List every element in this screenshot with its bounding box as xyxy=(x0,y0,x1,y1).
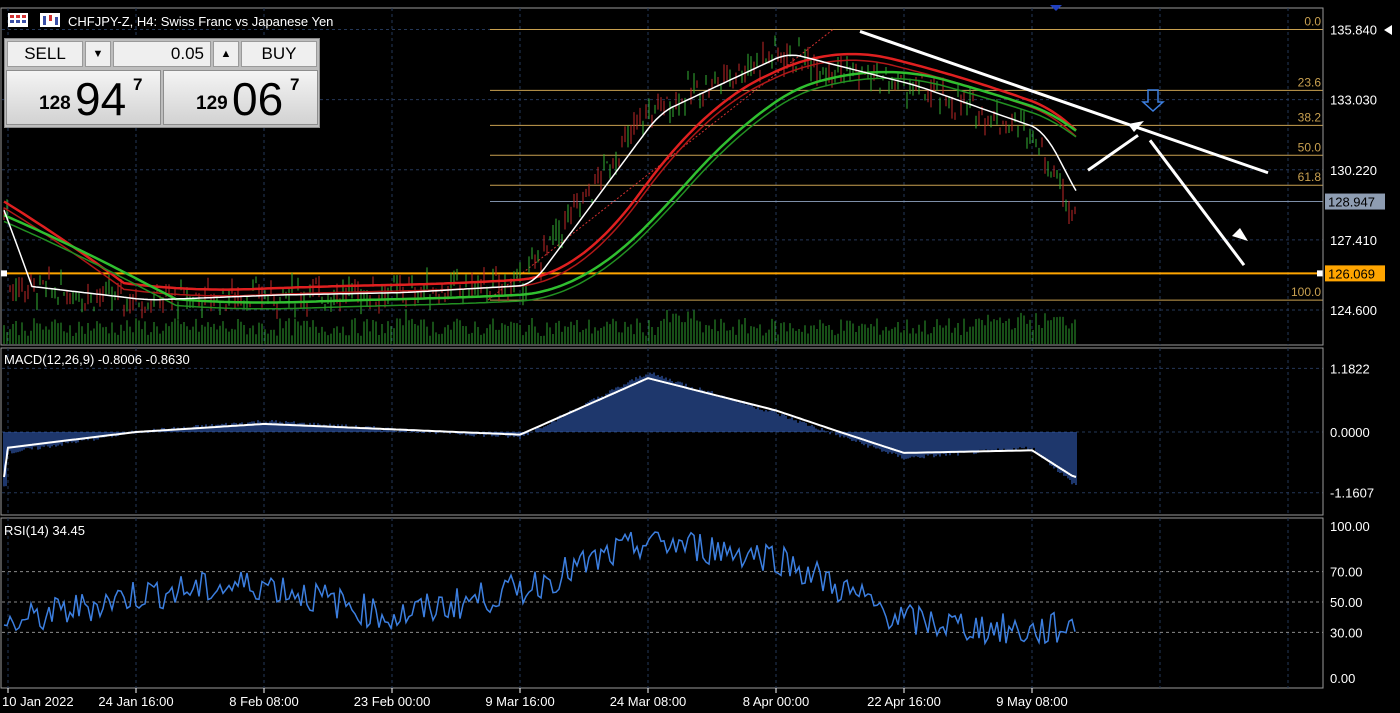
time-axis-label: 8 Feb 08:00 xyxy=(229,694,298,709)
lot-decrease-button[interactable]: ▼ xyxy=(85,41,111,67)
time-axis-label: 10 Jan 2022 xyxy=(2,694,74,709)
chart-icon[interactable] xyxy=(40,13,60,27)
fib-level-label: 38.2 xyxy=(1298,110,1322,124)
projection-up-arrow xyxy=(1087,134,1139,172)
rsi-axis-tick: 70.00 xyxy=(1330,565,1363,580)
projection-down-arrowhead xyxy=(1232,228,1248,241)
price-axis-tick: 135.840 xyxy=(1330,22,1377,37)
price-axis-tick: 124.600 xyxy=(1330,303,1377,318)
sell-price-main: 94 xyxy=(75,73,127,125)
fib-level-label: 100.0 xyxy=(1291,285,1321,299)
top-marker xyxy=(1050,5,1062,11)
lot-increase-button[interactable]: ▲ xyxy=(213,41,239,67)
time-axis-label: 23 Feb 00:00 xyxy=(354,694,431,709)
time-axis-label: 9 May 08:00 xyxy=(996,694,1068,709)
support-handle xyxy=(1317,270,1323,277)
rsi-title: RSI(14) 34.45 xyxy=(4,523,85,538)
volume-bars xyxy=(3,309,1076,344)
rsi-line xyxy=(3,531,1076,646)
price-axis-tick: 127.410 xyxy=(1330,233,1377,248)
rsi-axis-tick: 100.00 xyxy=(1330,519,1370,534)
buy-price-box[interactable]: 129 06 7 xyxy=(163,70,318,125)
grid-icon[interactable] xyxy=(8,13,28,27)
macd-axis-tick: -1.1607 xyxy=(1330,486,1374,501)
macd-axis-tick: 0.0000 xyxy=(1330,425,1370,440)
projection-down-arrow xyxy=(1148,139,1246,267)
fib-level-label: 50.0 xyxy=(1298,140,1322,154)
buy-price-main: 06 xyxy=(232,73,284,125)
current-price-tag xyxy=(1325,193,1385,210)
rsi-axis-tick: 30.00 xyxy=(1330,625,1363,640)
buy-button[interactable]: BUY xyxy=(241,41,317,67)
ma-slow-red-line xyxy=(3,52,1077,291)
price-axis-tick: 130.220 xyxy=(1330,163,1377,178)
time-axis-label: 24 Mar 08:00 xyxy=(610,694,687,709)
fib-trend-line xyxy=(487,29,834,301)
sell-price-box[interactable]: 128 94 7 xyxy=(6,70,161,125)
support-handle xyxy=(1,270,7,277)
rsi-panel-frame xyxy=(0,517,1324,689)
sell-button[interactable]: SELL xyxy=(7,41,83,67)
one-click-trading-panel: SELL ▼ 0.05 ▲ BUY 128 94 7 129 06 7 xyxy=(4,38,320,128)
fib-level-label: 0.0 xyxy=(1304,14,1321,28)
fib-level-label: 23.6 xyxy=(1298,75,1322,89)
projection-up-arrowhead xyxy=(1128,121,1144,132)
rsi-axis-tick: 0.00 xyxy=(1330,671,1355,686)
price-axis-tick: 133.030 xyxy=(1330,93,1377,108)
time-axis-label: 8 Apr 00:00 xyxy=(743,694,810,709)
right-scroll-icon xyxy=(1384,25,1392,35)
macd-title: MACD(12,26,9) -0.8006 -0.8630 xyxy=(4,352,190,367)
sell-price-prefix: 128 xyxy=(39,93,71,114)
ma-green-line xyxy=(3,70,1077,304)
macd-axis-tick: 1.1822 xyxy=(1330,361,1370,376)
sell-price-fraction: 7 xyxy=(133,75,143,94)
buy-price-fraction: 7 xyxy=(290,75,300,94)
current-price-label: 128.947 xyxy=(1328,195,1375,210)
time-axis-label: 22 Apr 16:00 xyxy=(867,694,941,709)
ma-fast-white-line xyxy=(3,54,1077,301)
lot-input[interactable]: 0.05 xyxy=(113,41,211,67)
rsi-axis-tick: 50.00 xyxy=(1330,595,1363,610)
ma-green-line-2 xyxy=(3,77,1077,310)
support-price-label: 126.069 xyxy=(1328,266,1375,281)
trendline xyxy=(859,30,1269,175)
macd-signal-line xyxy=(3,377,1077,478)
fib-level-label: 61.8 xyxy=(1298,170,1322,184)
time-axis-label: 9 Mar 16:00 xyxy=(485,694,554,709)
window-title: CHFJPY-Z, H4: Swiss Franc vs Japanese Ye… xyxy=(68,14,334,29)
buy-price-prefix: 129 xyxy=(196,93,228,114)
time-axis-label: 24 Jan 16:00 xyxy=(98,694,173,709)
down-arrow-shape xyxy=(1141,89,1165,113)
ma-slow-red-line-2 xyxy=(3,59,1077,297)
down-arrow-icon xyxy=(1141,89,1165,113)
support-price-tag xyxy=(1325,265,1385,282)
